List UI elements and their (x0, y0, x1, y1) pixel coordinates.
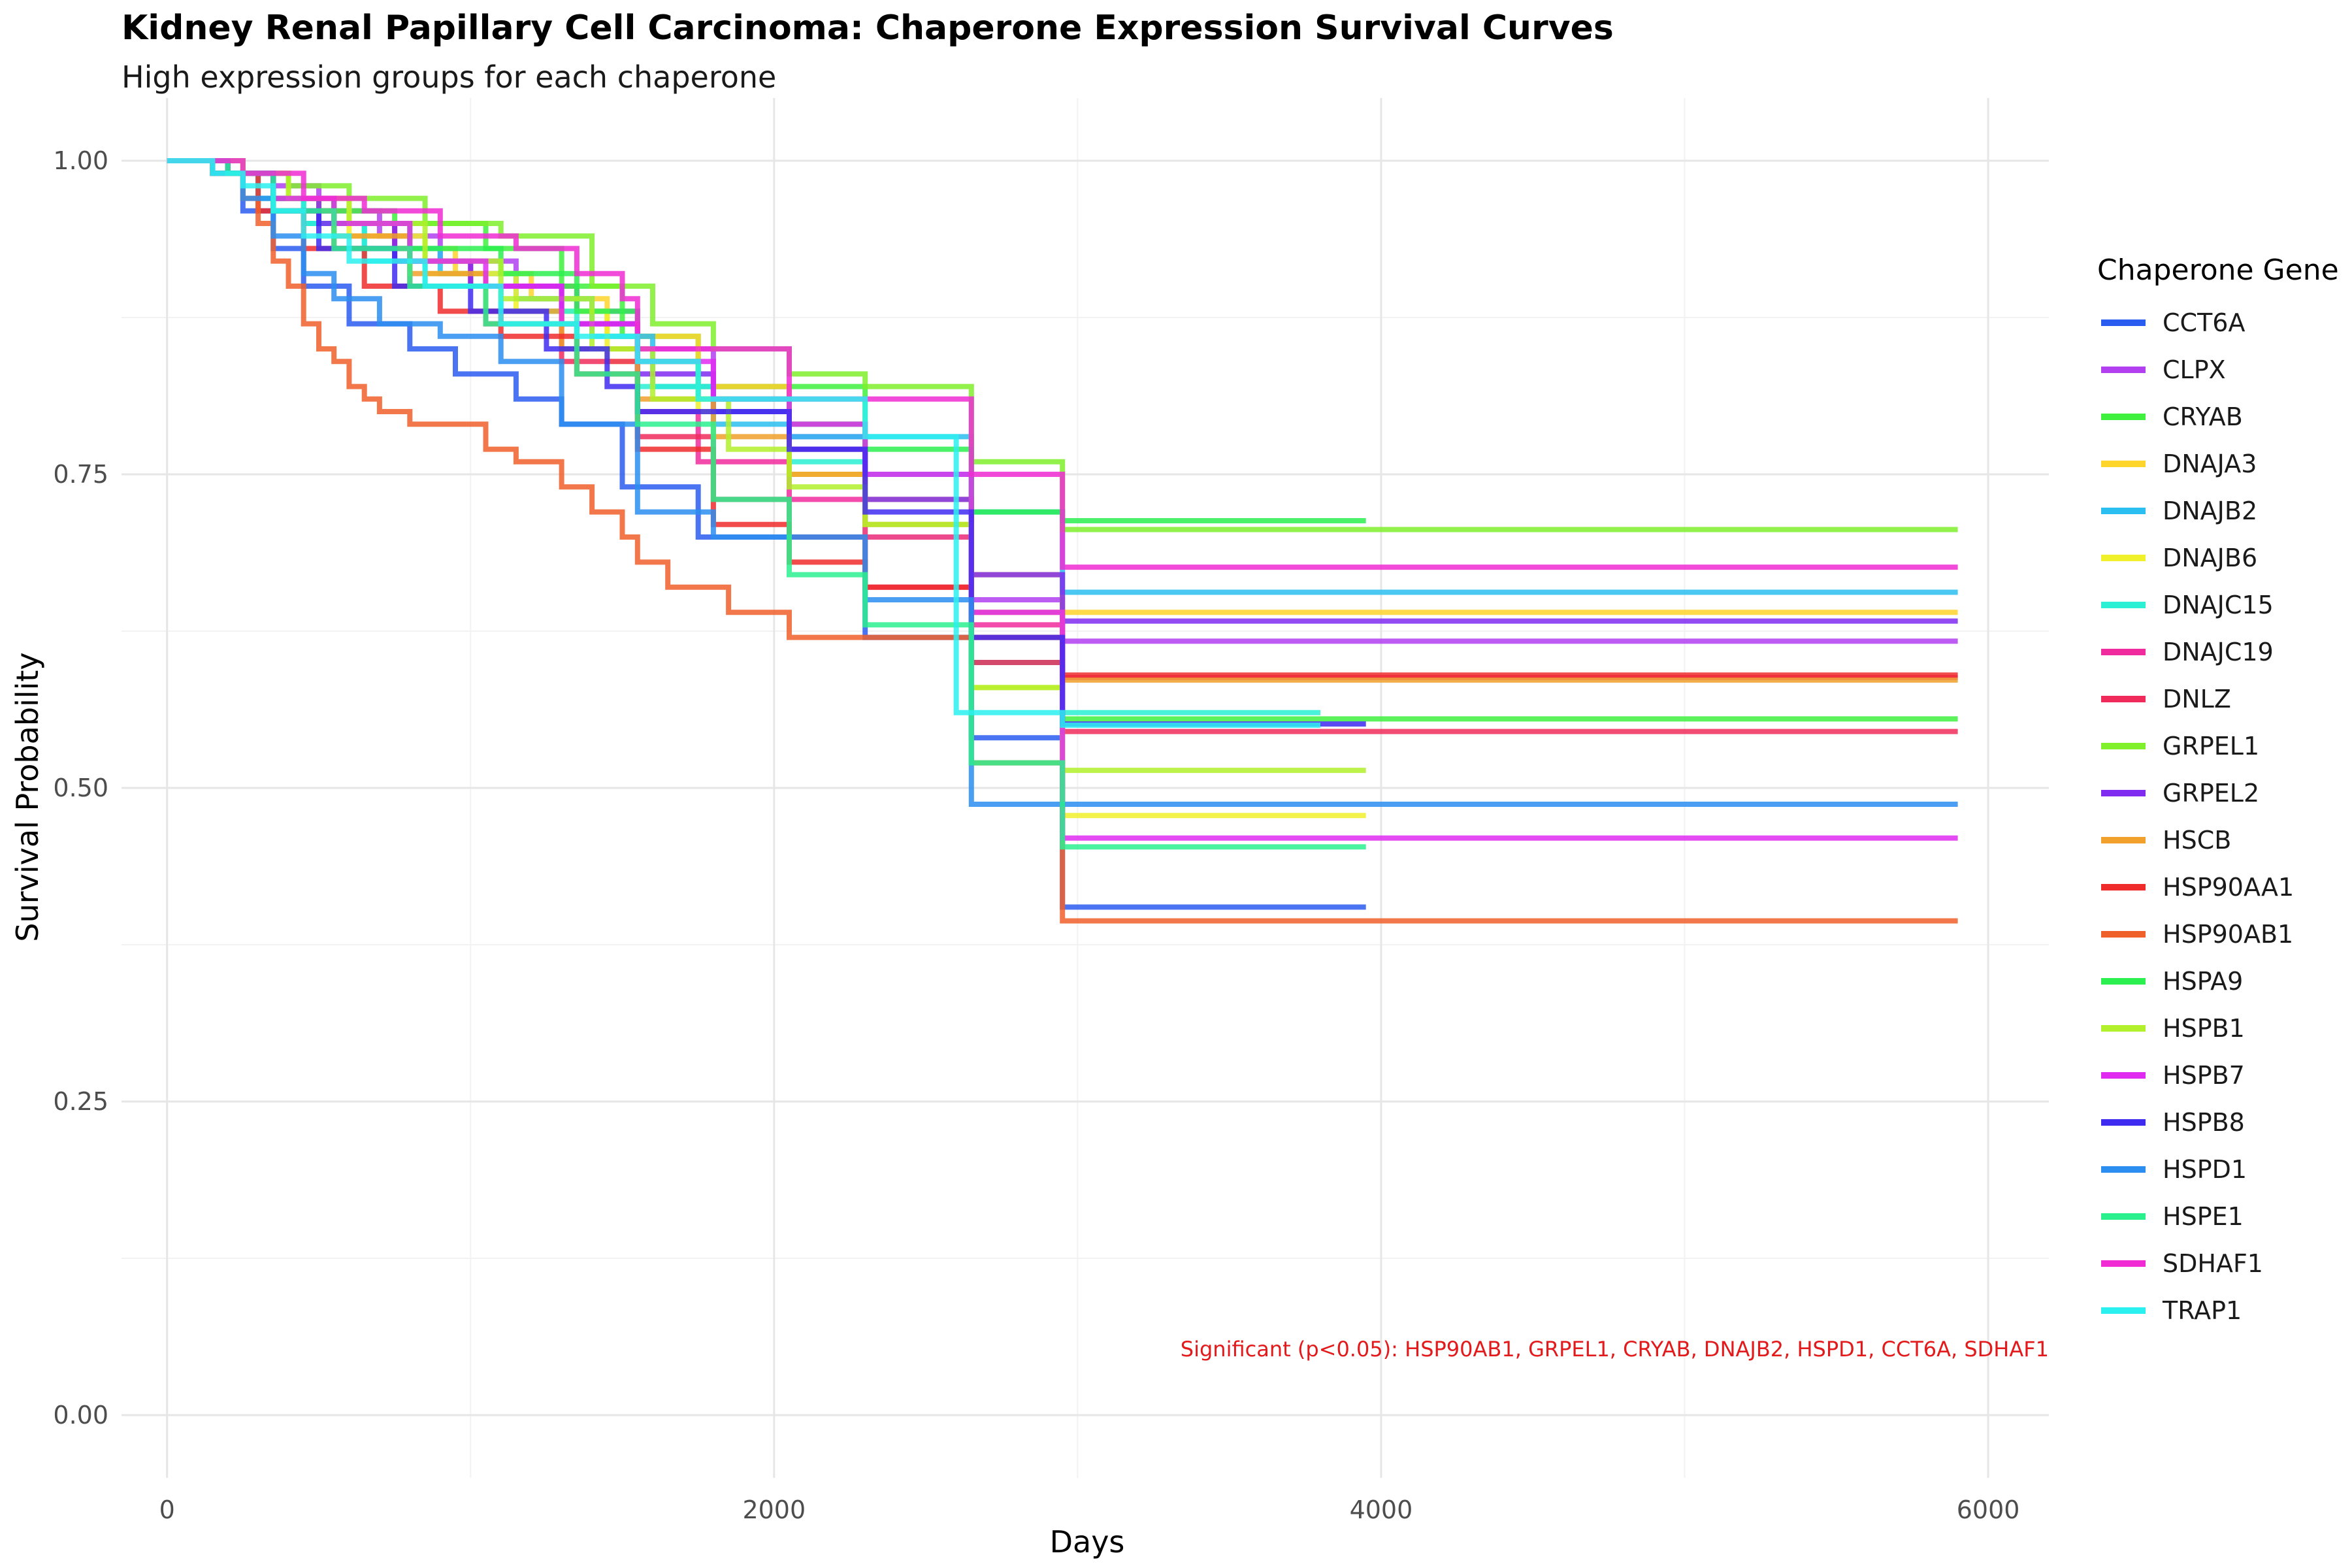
legend-label: DNAJB2 (2163, 497, 2257, 525)
legend-label: HSPB7 (2163, 1061, 2245, 1090)
legend: Chaperone Gene CCT6A CLPX CRYAB DNAJA3 DNAJB… (2097, 253, 2339, 1325)
legend-label: GRPEL1 (2163, 732, 2259, 760)
legend-item-dnlz: DNLZ (2101, 685, 2231, 713)
x-tick-label: 0 (159, 1495, 175, 1524)
legend-label: DNAJC19 (2163, 638, 2274, 666)
y-tick-label: 0.25 (53, 1087, 108, 1116)
y-tick-label: 0.00 (53, 1401, 108, 1429)
legend-label: TRAP1 (2162, 1296, 2242, 1325)
legend-label: HSPA9 (2163, 967, 2243, 996)
legend-label: HSP90AA1 (2163, 873, 2294, 902)
legend-title: Chaperone Gene (2097, 253, 2339, 287)
curve-hsp90ab1 (167, 158, 1958, 924)
legend-item-grpel1: GRPEL1 (2101, 732, 2259, 760)
legend-item-dnaja3: DNAJA3 (2101, 449, 2257, 478)
legend-label: CLPX (2163, 355, 2226, 384)
legend-item-hspb7: HSPB7 (2101, 1061, 2245, 1090)
legend-item-sdhaf1: SDHAF1 (2101, 1249, 2263, 1278)
legend-item-hspe1: HSPE1 (2101, 1202, 2244, 1231)
significance-annotation: Significant (p<0.05): HSP90AB1, GRPEL1, … (1181, 1337, 2049, 1362)
curve-trap1 (167, 158, 1320, 728)
legend-item-dnajc15: DNAJC15 (2101, 591, 2274, 619)
legend-items: CCT6A CLPX CRYAB DNAJA3 DNAJB2 DNAJB6 DNAJC15 D… (2101, 308, 2294, 1325)
legend-item-trap1: TRAP1 (2101, 1296, 2242, 1325)
chart-subtitle: High expression groups for each chaperon… (122, 59, 776, 95)
legend-item-hscb: HSCB (2101, 826, 2231, 855)
legend-label: SDHAF1 (2163, 1249, 2263, 1278)
legend-label: DNAJB6 (2163, 544, 2257, 572)
legend-label: DNAJC15 (2163, 591, 2274, 619)
legend-label: HSPB1 (2163, 1014, 2245, 1043)
y-tick-label: 0.50 (53, 774, 108, 802)
legend-item-hspa9: HSPA9 (2101, 967, 2243, 996)
legend-label: HSPB8 (2163, 1108, 2245, 1137)
legend-item-cryab: CRYAB (2101, 402, 2243, 431)
curve-sdhaf1 (167, 158, 1958, 570)
x-tick-label: 2000 (742, 1495, 806, 1524)
legend-item-hsp90ab1: HSP90AB1 (2101, 920, 2293, 949)
legend-label: GRPEL2 (2163, 779, 2259, 808)
x-tick-label: 4000 (1350, 1495, 1413, 1524)
legend-item-dnajc19: DNAJC19 (2101, 638, 2274, 666)
legend-item-grpel2: GRPEL2 (2101, 779, 2259, 808)
legend-item-cct6a: CCT6A (2101, 308, 2245, 337)
plot-grid (122, 98, 2049, 1478)
x-axis-title: Days (1050, 1524, 1125, 1560)
legend-item-hsp90aa1: HSP90AA1 (2101, 873, 2294, 902)
y-axis-title: Survival Probability (10, 652, 45, 941)
y-tick-label: 1.00 (53, 146, 108, 175)
survival-curves (167, 158, 1958, 924)
y-tick-label: 0.75 (53, 460, 108, 489)
legend-label: CRYAB (2163, 402, 2243, 431)
legend-item-dnajb6: DNAJB6 (2101, 544, 2257, 572)
legend-item-clpx: CLPX (2101, 355, 2226, 384)
legend-item-hspb8: HSPB8 (2101, 1108, 2245, 1137)
legend-label: DNAJA3 (2163, 449, 2257, 478)
chart-title: Kidney Renal Papillary Cell Carcinoma: C… (122, 8, 1614, 48)
legend-item-hspb1: HSPB1 (2101, 1014, 2245, 1043)
x-tick-label: 6000 (1957, 1495, 2020, 1524)
legend-label: HSP90AB1 (2163, 920, 2293, 949)
legend-label: HSPE1 (2163, 1202, 2244, 1231)
legend-label: HSPD1 (2163, 1155, 2247, 1184)
legend-item-dnajb2: DNAJB2 (2101, 497, 2257, 525)
y-axis-ticks: 0.00 0.25 0.50 0.75 1.00 (53, 146, 108, 1429)
legend-label: DNLZ (2163, 685, 2231, 713)
legend-item-hspd1: HSPD1 (2101, 1155, 2247, 1184)
legend-label: CCT6A (2163, 308, 2245, 337)
legend-label: HSCB (2163, 826, 2231, 855)
x-axis-ticks: 0 2000 4000 6000 (159, 1495, 2020, 1524)
